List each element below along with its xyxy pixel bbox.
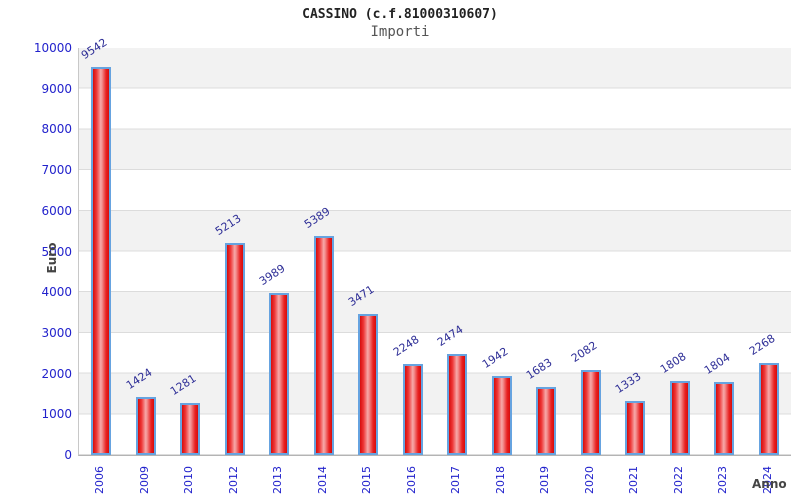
bar-2010 <box>180 402 201 455</box>
x-axis-tick-label: 2006 <box>93 466 107 494</box>
y-axis-tick-label: 2000 <box>41 366 72 381</box>
bar-value-label: 5213 <box>212 211 244 238</box>
bar-value-label: 1424 <box>123 365 155 393</box>
plot-area: 9542 1424 1281 5213 3989 5389 3471 2248 2474 1942… <box>78 35 791 456</box>
bar-value-label: 1804 <box>702 350 733 377</box>
x-axis-tick-label: 2019 <box>538 466 552 494</box>
x-axis-tick-label: 2021 <box>627 466 641 494</box>
y-axis-tick-label: 10000 <box>33 41 72 55</box>
bar-value-label: 3471 <box>346 282 377 309</box>
x-axis-tick-label: 2017 <box>449 466 463 494</box>
bar-value-label: 1683 <box>524 355 555 382</box>
y-axis-title: Euro <box>45 242 59 274</box>
bar-2019 <box>536 386 557 455</box>
y-axis-tick-label: 1000 <box>41 407 72 422</box>
x-axis-tick-label: 2015 <box>360 466 374 494</box>
y-axis-tick-label: 8000 <box>41 122 72 137</box>
bar-value-label: 5389 <box>301 204 333 231</box>
x-axis-tick-label: 2014 <box>315 466 329 494</box>
chart-subtitle: Importi <box>370 24 430 40</box>
bar-2015 <box>358 313 379 455</box>
bar-value-label: 2474 <box>435 323 466 350</box>
chart-title: CASSINO (c.f.81000310607) <box>302 7 498 22</box>
bar-2017 <box>447 354 468 455</box>
bar-2023 <box>714 381 735 455</box>
bar-value-label: 2082 <box>568 339 600 366</box>
x-axis-tick-label: 2018 <box>493 466 507 494</box>
bar-2024 <box>758 362 779 455</box>
bar-value-label: 2248 <box>390 332 422 359</box>
y-axis-tick-label: 5000 <box>41 244 72 259</box>
y-axis-tick-label: 3000 <box>41 325 72 340</box>
x-axis-tick-label: 2023 <box>716 466 730 494</box>
y-axis-tick-label: 9000 <box>41 81 72 96</box>
y-axis-tick-label: 0 <box>64 448 72 462</box>
bar-2022 <box>669 381 690 455</box>
y-axis-tick-label: 6000 <box>41 203 72 218</box>
bar-2013 <box>269 292 290 455</box>
x-axis-tick-label: 2012 <box>226 466 240 494</box>
bar-2016 <box>402 363 423 455</box>
y-axis-tick-label: 4000 <box>41 285 72 300</box>
x-axis-tick-label: 2022 <box>671 466 685 494</box>
x-axis-tick-label: 2016 <box>404 466 418 494</box>
bar-2021 <box>625 400 646 455</box>
x-axis-tick-label: 2013 <box>271 466 285 494</box>
bar-2009 <box>135 397 156 455</box>
bar-value-label: 1808 <box>657 350 689 377</box>
x-axis-tick-label: 2009 <box>137 466 151 494</box>
bar-2006 <box>91 66 112 455</box>
y-axis-tick-label: 7000 <box>41 163 72 178</box>
bar-value-label: 1333 <box>613 369 644 396</box>
x-axis-title: Anno <box>752 477 787 491</box>
x-axis-tick-label: 2020 <box>582 466 596 494</box>
bar-2014 <box>313 235 334 455</box>
bar-2012 <box>224 242 245 455</box>
bar-value-label: 1281 <box>168 371 199 398</box>
bar-value-label: 3989 <box>257 261 288 288</box>
bar-2020 <box>580 370 601 455</box>
bar-2018 <box>491 375 512 455</box>
bar-value-label: 1942 <box>479 344 511 371</box>
x-axis-tick-label: 2010 <box>182 466 196 494</box>
bar-value-label: 2268 <box>746 331 778 358</box>
